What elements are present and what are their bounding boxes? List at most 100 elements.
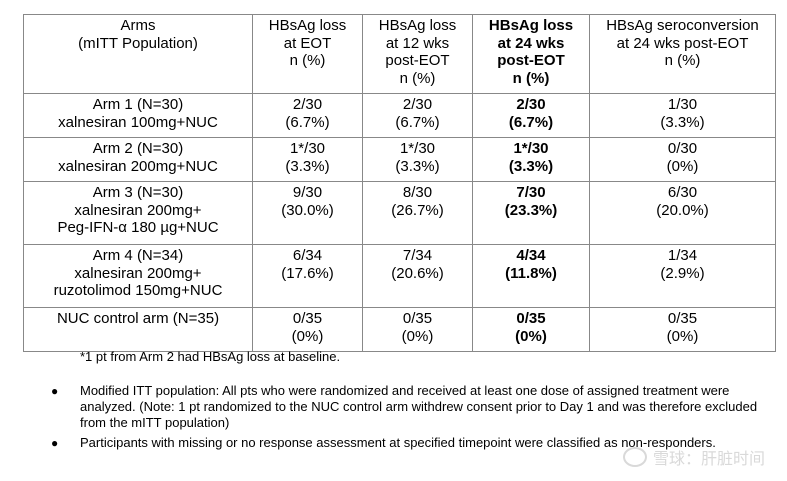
percent-value: (2.9%) (660, 264, 705, 282)
header-arms: Arms (mITT Population) (23, 14, 253, 94)
count-value: 8/30 (402, 184, 433, 201)
count-value: 6/30 (667, 184, 698, 201)
percent-value: (26.7%) (391, 201, 444, 219)
wk24-cell: 1*/30 (3.3%) (472, 137, 590, 182)
sero-cell: 0/30 (0%) (589, 137, 776, 182)
arm-line: Peg-IFN-α 180 µg+NUC (57, 219, 219, 236)
percent-value: (0%) (515, 327, 547, 345)
arm-line: Arm 1 (N=30) (92, 96, 184, 113)
results-table: Arms (mITT Population) HBsAg loss at EOT… (23, 14, 776, 352)
arm-line: ruzotolimod 150mg+NUC (53, 282, 223, 299)
sero-cell: 1/30 (3.3%) (589, 93, 776, 138)
eot-cell: 2/30 (6.7%) (252, 93, 363, 138)
count-value: 7/30 (516, 184, 546, 201)
header-line: at 24 wks post-EOT (616, 34, 749, 52)
percent-value: (3.3%) (395, 157, 440, 175)
header-24wks: HBsAg loss at 24 wks post-EOT n (%) (472, 14, 590, 94)
header-line: n (%) (399, 69, 436, 87)
percent-value: (30.0%) (281, 201, 334, 219)
header-line: n (%) (664, 52, 701, 69)
arm-line: Arm 2 (N=30) (92, 140, 184, 157)
arm-cell: Arm 3 (N=30) xalnesiran 200mg+ Peg-IFN-α… (23, 181, 253, 245)
percent-value: (0%) (401, 327, 434, 345)
count-value: 4/34 (516, 247, 546, 264)
count-value: 0/35 (516, 310, 546, 327)
note-text: Modified ITT population: All pts who wer… (80, 383, 758, 430)
count-value: 9/30 (292, 184, 323, 201)
sero-cell: 6/30 (20.0%) (589, 181, 776, 245)
percent-value: (11.8%) (505, 264, 557, 282)
eot-cell: 0/35 (0%) (252, 307, 363, 352)
count-value: 7/34 (402, 247, 433, 264)
wk24-cell: 7/30 (23.3%) (472, 181, 590, 245)
header-line: at 12 wks (385, 34, 450, 52)
wk12-cell: 7/34 (20.6%) (362, 244, 473, 308)
notes-list: ● Modified ITT population: All pts who w… (40, 383, 780, 455)
header-line: n (%) (512, 69, 550, 87)
count-value: 2/30 (292, 96, 323, 113)
bullet-icon: ● (51, 384, 59, 398)
header-12wks: HBsAg loss at 12 wks post-EOT n (%) (362, 14, 473, 94)
count-value: 1/34 (667, 247, 698, 264)
count-value: 1*/30 (289, 140, 326, 157)
count-value: 2/30 (402, 96, 433, 113)
wk12-cell: 8/30 (26.7%) (362, 181, 473, 245)
note-text: Participants with missing or no response… (80, 435, 716, 450)
wk24-cell: 2/30 (6.7%) (472, 93, 590, 138)
list-item: ● Modified ITT population: All pts who w… (40, 383, 780, 431)
arm-line: xalnesiran 200mg+ (74, 201, 202, 219)
count-value: 6/34 (292, 247, 323, 264)
percent-value: (6.7%) (395, 113, 440, 131)
percent-value: (23.3%) (504, 201, 558, 219)
header-line: (mITT Population) (78, 34, 198, 52)
table-row: Arm 4 (N=34) xalnesiran 200mg+ ruzotolim… (23, 244, 776, 308)
count-value: 0/30 (667, 140, 698, 157)
arm-cell: Arm 1 (N=30) xalnesiran 100mg+NUC (23, 93, 253, 138)
percent-value: (3.3%) (660, 113, 705, 131)
wk24-cell: 0/35 (0%) (472, 307, 590, 352)
count-value: 2/30 (516, 96, 546, 113)
header-line: Arms (120, 17, 156, 34)
eot-cell: 9/30 (30.0%) (252, 181, 363, 245)
percent-value: (20.0%) (656, 201, 709, 219)
count-value: 0/35 (292, 310, 323, 327)
count-value: 1*/30 (399, 140, 436, 157)
eot-cell: 1*/30 (3.3%) (252, 137, 363, 182)
baseline-footnote: *1 pt from Arm 2 had HBsAg loss at basel… (80, 349, 341, 364)
watermark: 雪球：肝脏时间 (622, 445, 765, 469)
table-row: Arm 2 (N=30) xalnesiran 200mg+NUC 1*/30 … (23, 137, 776, 182)
count-value: 0/35 (402, 310, 433, 327)
count-value: 1/30 (667, 96, 698, 113)
snowball-logo-icon (622, 447, 647, 467)
arm-line: xalnesiran 100mg+NUC (58, 113, 218, 131)
header-line: at EOT (283, 34, 332, 52)
header-line: post-EOT (385, 52, 450, 69)
arm-cell: NUC control arm (N=35) (23, 307, 253, 352)
eot-cell: 6/34 (17.6%) (252, 244, 363, 308)
count-value: 0/35 (667, 310, 698, 327)
arm-line: Arm 4 (N=34) (92, 247, 184, 264)
header-line: HBsAg loss (378, 17, 457, 34)
table-row: Arm 3 (N=30) xalnesiran 200mg+ Peg-IFN-α… (23, 181, 776, 245)
header-line: n (%) (289, 52, 326, 69)
sero-cell: 1/34 (2.9%) (589, 244, 776, 308)
arm-line: xalnesiran 200mg+NUC (58, 157, 218, 175)
bullet-icon: ● (51, 436, 59, 450)
arm-cell: Arm 2 (N=30) xalnesiran 200mg+NUC (23, 137, 253, 182)
arm-line: xalnesiran 200mg+ (74, 264, 202, 282)
percent-value: (3.3%) (285, 157, 330, 175)
percent-value: (0%) (291, 327, 324, 345)
header-line: at 24 wks (497, 34, 565, 52)
percent-value: (17.6%) (281, 264, 334, 282)
percent-value: (0%) (666, 327, 699, 345)
header-seroconversion: HBsAg seroconversion at 24 wks post-EOT … (589, 14, 776, 94)
wk12-cell: 2/30 (6.7%) (362, 93, 473, 138)
header-eot: HBsAg loss at EOT n (%) (252, 14, 363, 94)
arm-line: Arm 3 (N=30) (92, 184, 184, 201)
percent-value: (0%) (666, 157, 699, 175)
arm-cell: Arm 4 (N=34) xalnesiran 200mg+ ruzotolim… (23, 244, 253, 308)
percent-value: (6.7%) (285, 113, 330, 131)
percent-value: (6.7%) (508, 113, 554, 131)
table-row: NUC control arm (N=35) 0/35 (0%) 0/35 (0… (23, 307, 776, 352)
header-line: HBsAg loss (488, 17, 574, 34)
